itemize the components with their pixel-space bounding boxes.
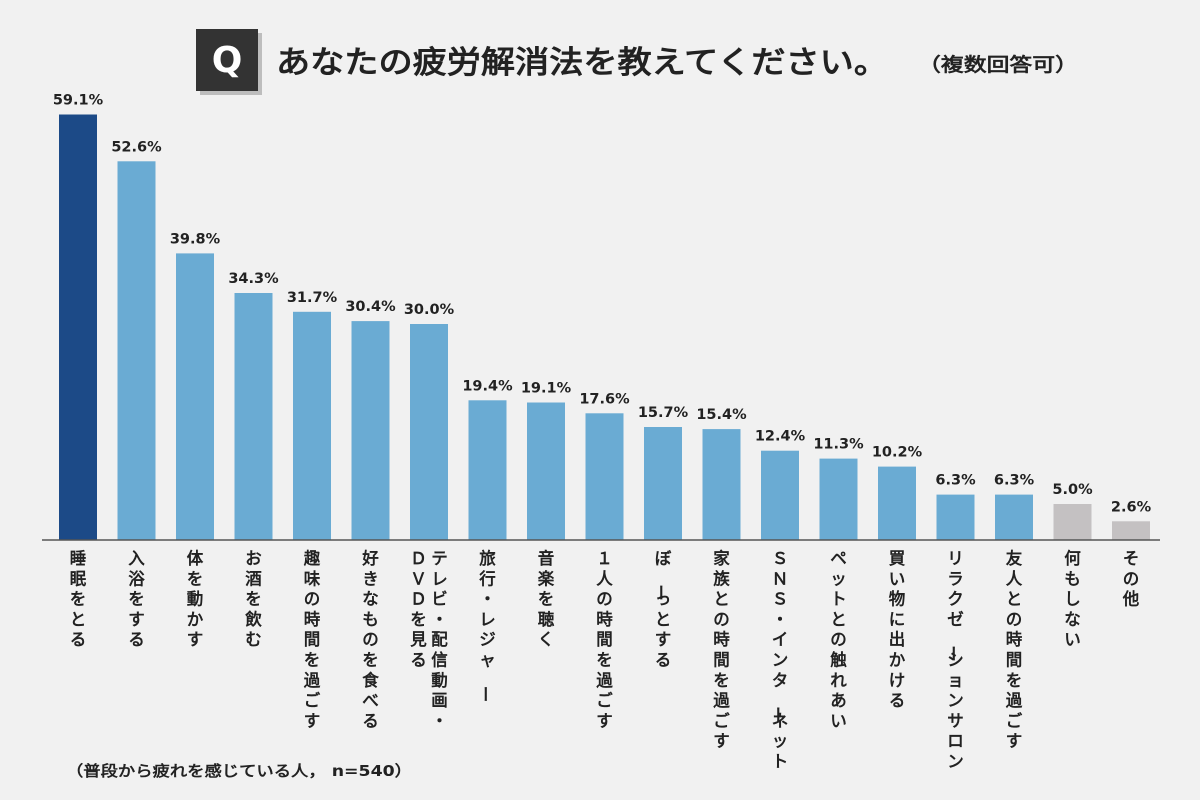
value-label-7: 30.0% (404, 302, 455, 318)
value-label-9: 19.1% (521, 381, 572, 397)
bar-9 (527, 402, 565, 540)
bar-18 (1053, 504, 1092, 540)
sample-note: （普段から疲れを感じている人， n=540） (66, 762, 412, 780)
value-label-16: 6.3% (935, 473, 976, 489)
bar-1 (59, 114, 97, 540)
value-label-12: 15.4% (696, 407, 747, 423)
category-label-6: 好きなものを食べる (361, 549, 379, 730)
q-letter: Q (212, 40, 243, 81)
value-label-17: 6.3% (994, 473, 1035, 489)
bar-6 (351, 321, 390, 540)
bars-group (59, 114, 1150, 541)
value-label-14: 11.3% (813, 437, 864, 453)
value-label-4: 34.3% (228, 271, 279, 287)
bar-7 (410, 324, 448, 540)
chart-subtitle: （複数回答可） (918, 53, 1078, 76)
value-label-6: 30.4% (345, 299, 396, 315)
bar-10 (585, 413, 624, 540)
bar-12 (702, 429, 741, 540)
bar-5 (293, 311, 331, 540)
category-label-3: 体を動かす (187, 548, 204, 649)
bar-11 (644, 427, 682, 540)
q-box (196, 29, 258, 91)
category-label-10: １人の時間を過ごす (596, 549, 613, 730)
bar-16 (936, 494, 975, 540)
bar-14 (819, 458, 858, 540)
category-label-8: 旅行・レジャー (475, 548, 496, 702)
value-label-8: 19.4% (462, 378, 513, 394)
bar-2 (117, 161, 156, 541)
value-label-1: 59.1% (53, 93, 104, 109)
bar-8 (468, 400, 507, 540)
category-label-18: 何もしない (1064, 548, 1081, 649)
bar-17 (995, 494, 1033, 540)
value-label-15: 10.2% (872, 445, 923, 461)
value-label-13: 12.4% (755, 429, 806, 445)
category-label-5: 趣味の時間を過ごす (303, 548, 321, 730)
category-label-12: 家族との時間を過ごす (713, 548, 730, 751)
category-label-2: 入浴をする (128, 549, 145, 649)
category-label-11: ぼーっとする (651, 549, 672, 670)
value-label-18: 5.0% (1052, 482, 1093, 498)
category-label-9: 音楽を聴く (538, 548, 555, 649)
category-label-15: 買い物に出かける (889, 549, 906, 710)
category-label-4: お酒を飲む (244, 549, 262, 649)
bar-15 (878, 466, 916, 540)
value-label-10: 17.6% (579, 391, 630, 407)
value-labels-group: 59.1% 52.6% 39.8% 34.3% 31.7% 30.4% 30.0% 19.4%… (53, 93, 1152, 516)
chart-title: あなたの疲労解消法を教えてください。 (276, 45, 888, 81)
category-label-14: ペットとの触れあい (829, 549, 847, 730)
category-label-19: その他 (1122, 549, 1140, 609)
bar-19 (1112, 521, 1150, 540)
value-label-2: 52.6% (111, 139, 162, 155)
value-label-3: 39.8% (170, 231, 221, 247)
title-group: Q あなたの疲労解消法を教えてください。 （複数回答可） (196, 29, 1078, 95)
value-label-11: 15.7% (638, 405, 689, 421)
bar-3 (176, 253, 214, 540)
value-label-19: 2.6% (1111, 499, 1152, 515)
category-label-1: 睡眠をとる (70, 548, 87, 649)
category-label-17: 友人との時間を過ごす (1006, 548, 1023, 751)
bar-4 (234, 293, 273, 540)
category-labels-group: 睡眠をとる 入浴をする 体を動かす お酒を飲む 趣味の時間を過ごす 好きなものを食べる テレ… (70, 548, 1140, 771)
category-label-7: テレビ・配信動画・ＤＶＤを見る (409, 549, 448, 730)
value-label-5: 31.7% (287, 290, 338, 306)
category-label-16: リラクゼーションサロン (943, 549, 964, 771)
category-label-13: ＳＮＳ・インターネット (768, 549, 789, 771)
bar-13 (761, 450, 799, 540)
